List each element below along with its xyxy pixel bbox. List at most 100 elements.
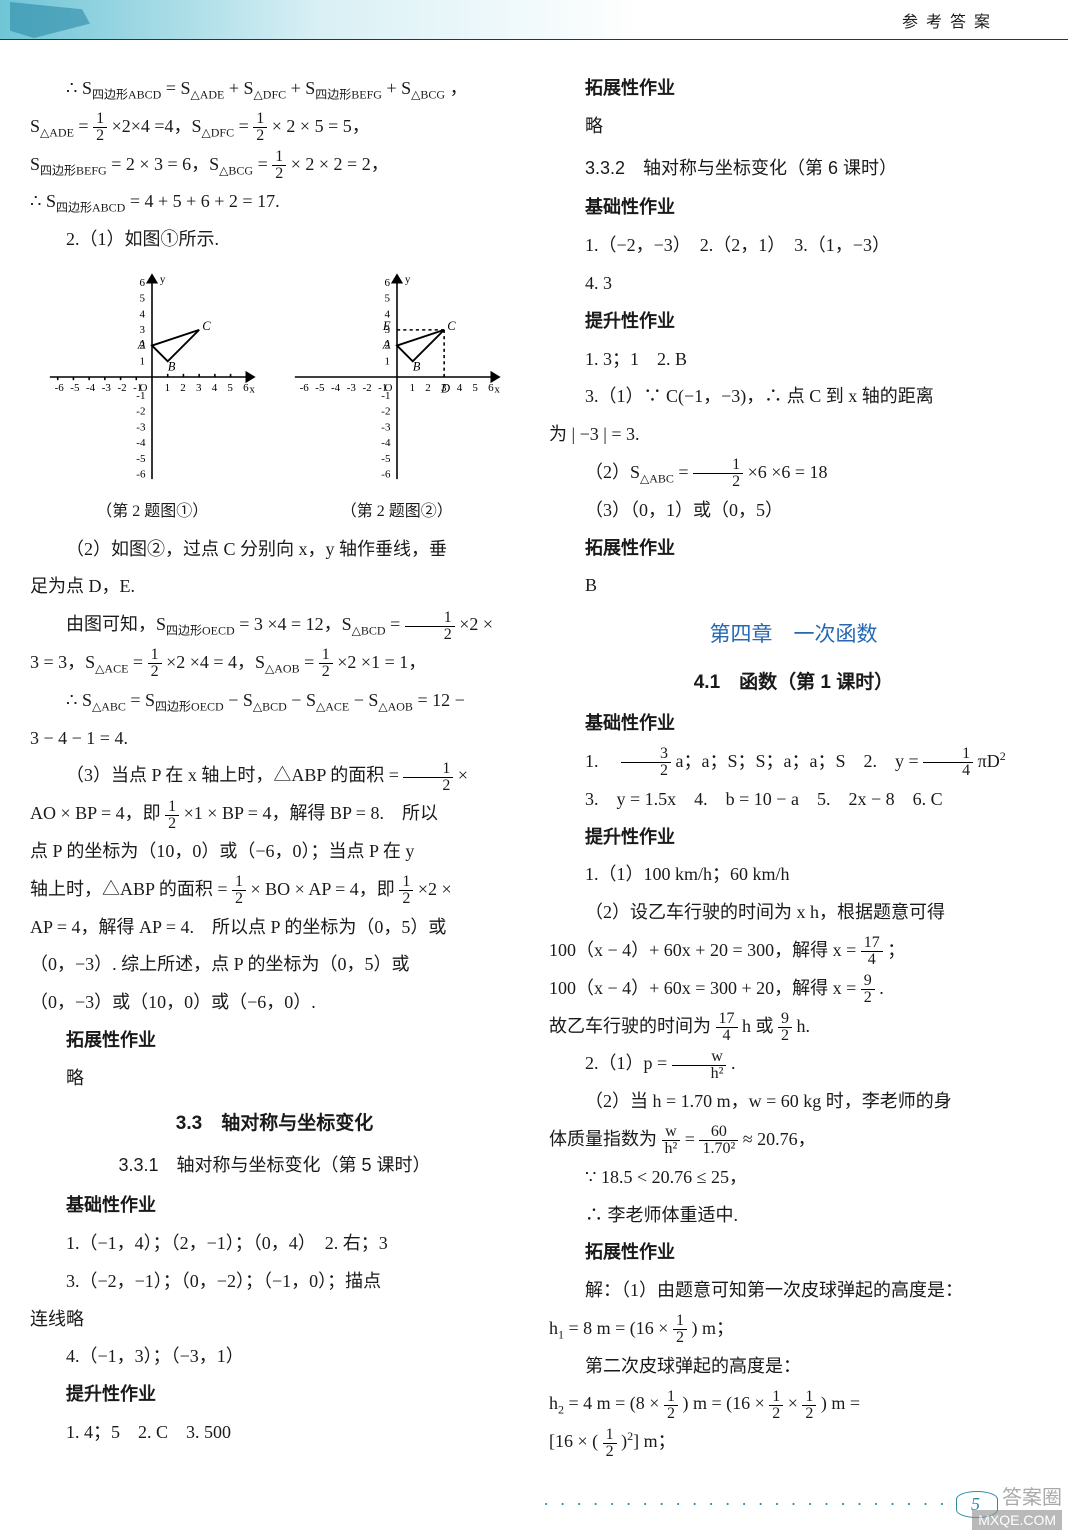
- subsection-heading: 拓展性作业: [549, 530, 1038, 568]
- right-column: 拓展性作业 略 3.3.2 轴对称与坐标变化（第 6 课时） 基础性作业 1.（…: [549, 70, 1038, 1400]
- svg-text:-4: -4: [331, 382, 341, 394]
- svg-text:-3: -3: [381, 421, 391, 433]
- eq-line: （3）当点 P 在 x 轴上时，△ABP 的面积 = 12 ×: [30, 757, 519, 795]
- subsection-heading: 基础性作业: [549, 189, 1038, 227]
- svg-text:3: 3: [140, 324, 146, 336]
- eq-line: ∴ S△ABC = S四边形OECD − S△BCD − S△ACE − S△A…: [30, 682, 519, 720]
- subsection-heading: 提升性作业: [549, 819, 1038, 857]
- svg-text:6: 6: [140, 277, 146, 289]
- answer-line: 1.（−1，4）；（2，−1）；（0，4） 2. 右；3: [30, 1225, 519, 1263]
- answer-line: B: [549, 567, 1038, 605]
- text-line: 第二次皮球弹起的高度是：: [549, 1348, 1038, 1386]
- page-header: 参考答案: [0, 0, 1068, 40]
- svg-text:1: 1: [409, 382, 415, 394]
- svg-text:1: 1: [384, 355, 390, 367]
- eq-line: ∴ S四边形ABCD = S△ADE + S△DFC + S四边形BEFG + …: [30, 70, 519, 108]
- answer-line: 1.（−2，−3） 2.（2，1） 3.（1，−3）: [549, 227, 1038, 265]
- svg-text:y: y: [405, 274, 411, 286]
- figure-row: xyO -6-5-4-3-2-1 123456 123456 -1-2-3-4-…: [30, 267, 519, 487]
- page-footer: · · · · · · · · · · · · · · · · · · · · …: [543, 1491, 998, 1518]
- text-line: 3.（1）∵ C(−1，−3)，∴ 点 C 到 x 轴的距离: [549, 378, 1038, 416]
- svg-text:3: 3: [196, 382, 202, 394]
- subsection-heading: 提升性作业: [30, 1376, 519, 1414]
- text-line: 为 | −3 | = 3.: [549, 416, 1038, 454]
- svg-text:-2: -2: [381, 406, 390, 418]
- svg-text:C: C: [203, 319, 212, 333]
- svg-text:-6: -6: [381, 469, 391, 481]
- svg-text:x: x: [250, 384, 256, 396]
- svg-text:y: y: [160, 274, 166, 286]
- fig-caption: （第 2 题图②）: [341, 495, 453, 529]
- eq-line: h1 = 8 m = (16 × 12 ) m；: [549, 1310, 1038, 1348]
- text-line: （2）设乙车行驶的时间为 x h，根据题意可得: [549, 894, 1038, 932]
- svg-text:C: C: [447, 319, 456, 333]
- section-heading: 3.3 轴对称与坐标变化: [30, 1104, 519, 1144]
- subsection-heading: 提升性作业: [549, 303, 1038, 341]
- graph-2: xyO -6-5-4-3-2-1 123456 123456 -1-2-3-4-…: [287, 267, 507, 487]
- svg-text:2: 2: [425, 382, 431, 394]
- answer-line: 1. 3；1 2. B: [549, 341, 1038, 379]
- svg-text:E: E: [382, 319, 391, 333]
- text-line: 点 P 的坐标为（10，0）或（−6，0）；当点 P 在 y: [30, 833, 519, 871]
- answer-line: 4.（−1，3）；（−3，1）: [30, 1338, 519, 1376]
- svg-text:-4: -4: [86, 382, 96, 394]
- svg-text:-1: -1: [381, 390, 390, 402]
- text-line: 解：（1）由题意可知第一次皮球弹起的高度是：: [549, 1272, 1038, 1310]
- text-line: 足为点 D，E.: [30, 568, 519, 606]
- eq-line: 由图可知，S四边形OECD = 3 ×4 = 12，S△BCD = 12 ×2 …: [30, 606, 519, 644]
- eq-line: 体质量指数为 wh² = 601.70² ≈ 20.76，: [549, 1121, 1038, 1159]
- fig-caption: （第 2 题图①）: [96, 495, 208, 529]
- eq-line: 轴上时，△ABP 的面积 = 12 × BO × AP = 4，即 12 ×2 …: [30, 871, 519, 909]
- svg-text:1: 1: [165, 382, 171, 394]
- text-line: ∴ 李老师体重适中.: [549, 1197, 1038, 1235]
- svg-text:-3: -3: [137, 421, 147, 433]
- eq-line: h2 = 4 m = (8 × 12 ) m = (16 × 12 × 12 )…: [549, 1385, 1038, 1423]
- watermark-url: MXQE.COM: [972, 1510, 1062, 1530]
- eq-line: 100（x − 4）+ 60x + 20 = 300，解得 x = 174 ；: [549, 932, 1038, 970]
- eq-line: 3 = 3，S△ACE = 12 ×2 ×4 = 4，S△AOB = 12 ×2…: [30, 644, 519, 682]
- subsection-heading: 基础性作业: [549, 705, 1038, 743]
- answer-line: 连线略: [30, 1301, 519, 1339]
- subsection-heading: 拓展性作业: [549, 70, 1038, 108]
- graph-1: xyO -6-5-4-3-2-1 123456 123456 -1-2-3-4-…: [42, 267, 262, 487]
- svg-text:-6: -6: [299, 382, 309, 394]
- svg-text:1: 1: [140, 355, 146, 367]
- eq-line: ∴ S四边形ABCD = 4 + 5 + 6 + 2 = 17.: [30, 183, 519, 221]
- page-body: ∴ S四边形ABCD = S△ADE + S△DFC + S四边形BEFG + …: [0, 40, 1068, 1480]
- subsection-heading: 基础性作业: [30, 1187, 519, 1225]
- text-line: （0，−3）或（10，0）或（−6，0）.: [30, 984, 519, 1022]
- subsection-heading: 拓展性作业: [549, 1234, 1038, 1272]
- text-line: （2）当 h = 1.70 m，w = 60 kg 时，李老师的身: [549, 1083, 1038, 1121]
- svg-text:D: D: [440, 382, 450, 396]
- svg-text:5: 5: [472, 382, 478, 394]
- header-title: 参考答案: [902, 8, 998, 32]
- svg-text:6: 6: [488, 382, 494, 394]
- text-line: （0，−3）. 综上所述，点 P 的坐标为（0，5）或: [30, 946, 519, 984]
- svg-text:-4: -4: [137, 437, 147, 449]
- answer-line: 1. 32 a；a；S；S；a；a；S 2. y = 14 πD2: [549, 743, 1038, 781]
- svg-text:-2: -2: [137, 406, 146, 418]
- svg-text:-2: -2: [118, 382, 127, 394]
- eq-line: 3 − 4 − 1 = 4.: [30, 720, 519, 758]
- text-line: AP = 4，解得 AP = 4. 所以点 P 的坐标为（0，5）或: [30, 909, 519, 947]
- subsection-heading: 3.3.2 轴对称与坐标变化（第 6 课时）: [549, 150, 1038, 188]
- eq-line: AO × BP = 4，即 12 ×1 × BP = 4，解得 BP = 8. …: [30, 795, 519, 833]
- eq-line: S四边形BEFG = 2 × 3 = 6，S△BCG = 12 × 2 × 2 …: [30, 146, 519, 184]
- eq-line: （2）S△ABC = 12 ×6 ×6 = 18: [549, 454, 1038, 492]
- eq-line: 100（x − 4）+ 60x = 300 + 20，解得 x = 92 .: [549, 970, 1038, 1008]
- svg-text:5: 5: [384, 293, 390, 305]
- svg-text:5: 5: [140, 293, 146, 305]
- text-line: ∵ 18.5 < 20.76 ≤ 25，: [549, 1159, 1038, 1197]
- svg-text:2: 2: [181, 382, 187, 394]
- svg-text:6: 6: [384, 277, 390, 289]
- svg-text:A: A: [137, 338, 146, 352]
- svg-text:-5: -5: [381, 453, 391, 465]
- svg-text:5: 5: [228, 382, 234, 394]
- svg-text:-1: -1: [137, 390, 146, 402]
- left-column: ∴ S四边形ABCD = S△ADE + S△DFC + S四边形BEFG + …: [30, 70, 519, 1400]
- eq-line: 2.（1）p = wh² .: [549, 1045, 1038, 1083]
- svg-text:6: 6: [243, 382, 249, 394]
- eq-line: 故乙车行驶的时间为 174 h 或 92 h.: [549, 1008, 1038, 1046]
- answer-line: 1.（1）100 km/h；60 km/h: [549, 856, 1038, 894]
- footer-dots: · · · · · · · · · · · · · · · · · · · · …: [543, 1494, 948, 1515]
